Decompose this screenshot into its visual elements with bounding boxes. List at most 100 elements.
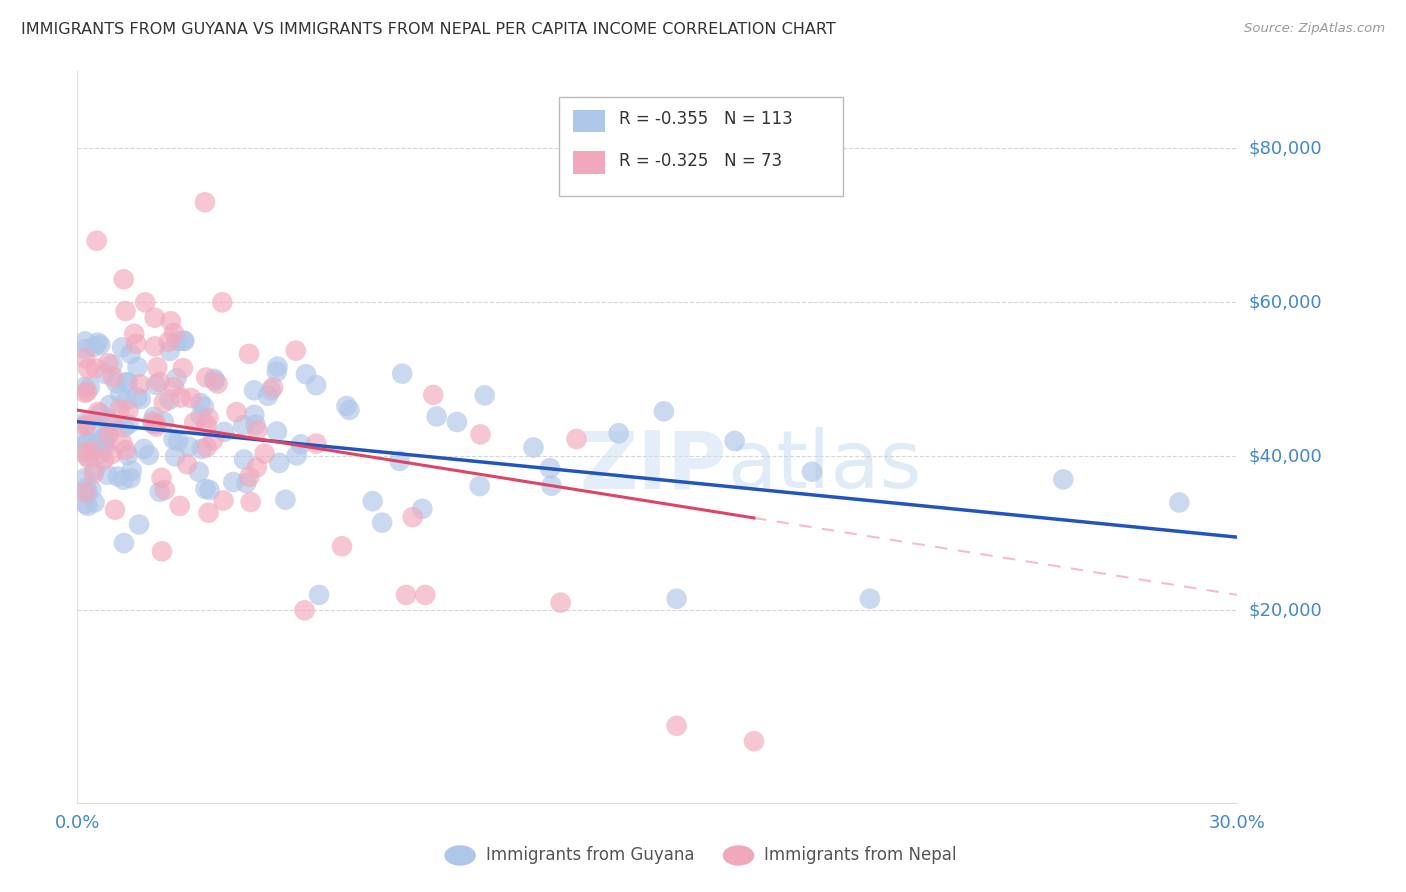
- Point: [107, 469, 129, 483]
- Point: [183, 416, 205, 430]
- Point: [138, 448, 160, 462]
- Point: [111, 340, 134, 354]
- Point: [285, 449, 308, 463]
- Point: [76, 384, 98, 399]
- Point: [801, 465, 824, 479]
- Point: [125, 336, 148, 351]
- Point: [470, 427, 492, 442]
- Point: [117, 404, 139, 418]
- Point: [75, 434, 97, 448]
- Point: [75, 417, 97, 432]
- Point: [207, 376, 229, 391]
- Point: [163, 380, 186, 394]
- Point: [105, 376, 128, 390]
- Point: [152, 395, 174, 409]
- Point: [266, 359, 288, 374]
- Point: [257, 389, 280, 403]
- Point: [162, 432, 184, 446]
- Point: [446, 415, 468, 429]
- Text: $20,000: $20,000: [1249, 601, 1322, 619]
- Point: [121, 463, 143, 477]
- Point: [202, 434, 225, 448]
- Point: [391, 367, 413, 381]
- Point: [538, 461, 561, 475]
- Point: [127, 360, 149, 375]
- Point: [143, 339, 166, 353]
- Point: [84, 361, 107, 376]
- Point: [83, 340, 105, 354]
- Point: [859, 591, 882, 606]
- Point: [104, 502, 127, 516]
- Point: [411, 501, 433, 516]
- Point: [187, 465, 209, 479]
- Point: [274, 492, 297, 507]
- Point: [395, 588, 418, 602]
- Text: atlas: atlas: [727, 427, 921, 506]
- Point: [100, 447, 122, 461]
- Point: [75, 351, 96, 366]
- Point: [308, 588, 330, 602]
- Point: [402, 510, 425, 524]
- Point: [93, 440, 115, 454]
- Point: [153, 483, 176, 497]
- Point: [75, 497, 96, 511]
- Text: $40,000: $40,000: [1249, 447, 1322, 466]
- Point: [96, 467, 118, 482]
- Point: [371, 516, 394, 530]
- Point: [134, 295, 156, 310]
- Point: [225, 405, 247, 419]
- Point: [97, 428, 120, 442]
- Point: [195, 417, 218, 432]
- Point: [253, 446, 276, 460]
- Point: [163, 450, 186, 464]
- FancyBboxPatch shape: [572, 152, 605, 174]
- Point: [75, 415, 96, 429]
- Point: [202, 372, 225, 386]
- Point: [112, 420, 135, 434]
- Point: [122, 326, 145, 341]
- Point: [142, 414, 165, 428]
- Point: [330, 539, 353, 553]
- Point: [176, 458, 198, 472]
- Point: [246, 460, 269, 475]
- FancyBboxPatch shape: [572, 110, 605, 132]
- Point: [75, 471, 96, 485]
- Point: [194, 195, 217, 210]
- Point: [91, 432, 114, 446]
- Point: [142, 409, 165, 424]
- Point: [426, 409, 449, 424]
- Point: [96, 426, 118, 441]
- Point: [112, 272, 135, 286]
- Point: [145, 419, 167, 434]
- Point: [76, 499, 98, 513]
- Point: [172, 334, 194, 348]
- Point: [1052, 472, 1074, 486]
- Point: [103, 418, 125, 433]
- Point: [243, 384, 266, 398]
- Point: [169, 391, 191, 405]
- Point: [413, 588, 436, 602]
- Text: IMMIGRANTS FROM GUYANA VS IMMIGRANTS FROM NEPAL PER CAPITA INCOME CORRELATION CH: IMMIGRANTS FROM GUYANA VS IMMIGRANTS FRO…: [21, 22, 835, 37]
- Point: [129, 392, 152, 406]
- Point: [83, 467, 105, 481]
- Point: [422, 388, 444, 402]
- Point: [197, 411, 219, 425]
- Point: [148, 375, 170, 389]
- Point: [266, 425, 288, 439]
- Point: [266, 365, 288, 379]
- Point: [75, 418, 96, 433]
- Point: [211, 295, 233, 310]
- Point: [166, 371, 188, 385]
- Point: [142, 417, 165, 431]
- Point: [665, 719, 688, 733]
- Text: Source: ZipAtlas.com: Source: ZipAtlas.com: [1244, 22, 1385, 36]
- Point: [114, 304, 136, 318]
- Point: [75, 380, 96, 394]
- Point: [245, 417, 267, 432]
- Point: [239, 495, 262, 509]
- Point: [129, 377, 152, 392]
- Point: [86, 234, 108, 248]
- Point: [125, 390, 148, 404]
- Point: [101, 358, 124, 372]
- Circle shape: [446, 846, 475, 865]
